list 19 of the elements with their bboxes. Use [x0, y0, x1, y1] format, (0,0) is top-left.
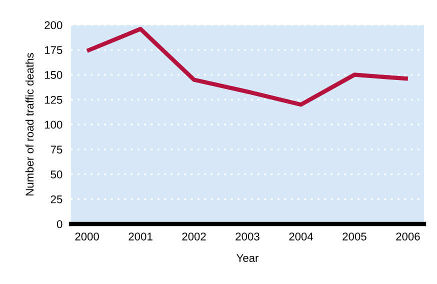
y-tick-label: 175: [44, 46, 62, 54]
y-tick-label: 125: [44, 96, 62, 104]
x-axis-title: Year: [236, 254, 259, 262]
x-tick-label: 2003: [236, 232, 260, 240]
x-tick-label: 2006: [396, 232, 420, 240]
y-tick-label: 75: [50, 146, 62, 154]
line-series: [84, 26, 410, 107]
y-tick-label: 150: [44, 71, 62, 79]
x-tick-label: 2004: [289, 232, 314, 240]
x-tick-label: 2002: [182, 232, 206, 240]
y-tick-label: 200: [44, 21, 62, 30]
y-tick-label: 50: [50, 170, 62, 178]
x-tick-label: 2000: [75, 232, 99, 240]
y-tick-label: 25: [50, 195, 62, 204]
y-tick-label: 100: [44, 120, 62, 129]
x-tick-label: 2005: [342, 232, 366, 240]
y-axis-title: Number of road traffic deaths: [25, 53, 34, 196]
x-tick-label: 2001: [128, 232, 152, 240]
y-tick-label: 0: [56, 220, 62, 228]
